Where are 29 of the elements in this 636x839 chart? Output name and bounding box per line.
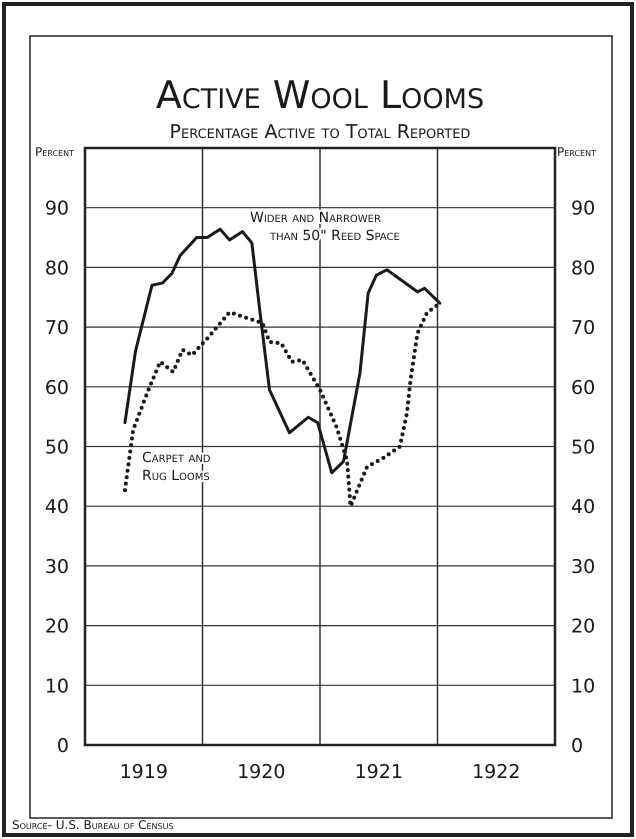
x-tick-label: 1921 (354, 761, 403, 783)
y-tick-label: 70 (44, 317, 69, 340)
y-tick-label: 0 (56, 735, 69, 757)
x-tick-label: 1922 (472, 761, 520, 783)
y2-tick-label: 80 (571, 257, 596, 280)
x-tick-label: 1920 (237, 761, 286, 783)
x-tick-label: 1919 (120, 761, 168, 783)
y-tick-label: 50 (44, 436, 69, 458)
y2-tick-label: 0 (571, 735, 584, 757)
y-tick-label: 60 (44, 376, 69, 399)
y-tick-label: 80 (44, 257, 69, 280)
y-tick-label: 20 (44, 616, 69, 638)
y-tick-label: 10 (44, 675, 69, 698)
y2-tick-label: 40 (571, 496, 596, 518)
chart-subtitle: Percentage Active to Total Reported (170, 121, 470, 143)
y2-tick-label: 30 (571, 556, 596, 578)
y2-tick-label: 50 (571, 436, 596, 458)
y2-tick-label: 60 (571, 376, 596, 399)
y-tick-label: 40 (44, 496, 69, 518)
y2-tick-label: 70 (571, 317, 596, 340)
y-tick-label: 30 (44, 556, 69, 578)
y2-axis-title: Percent (557, 145, 596, 159)
y2-tick-label: 90 (571, 198, 596, 220)
source-note: Source- U.S. Bureau of Census (12, 818, 174, 832)
y2-tick-label: 20 (571, 616, 596, 638)
y-tick-label: 90 (44, 198, 69, 220)
y-axis-title: Percent (35, 145, 74, 159)
y2-tick-label: 10 (571, 675, 596, 698)
chart-title: Active Wool Looms (156, 73, 484, 117)
